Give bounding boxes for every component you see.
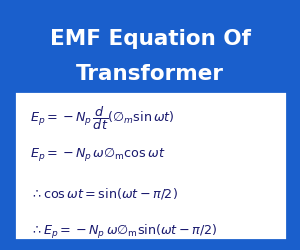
Text: EMF Equation Of: EMF Equation Of [50, 29, 250, 49]
Text: Transformer: Transformer [76, 64, 224, 84]
Text: $\therefore E_p = -N_p \, \omega\varnothing_{\mathrm{m}} \sin(\omega t - \pi/2)$: $\therefore E_p = -N_p \, \omega\varnoth… [30, 222, 217, 240]
FancyBboxPatch shape [14, 91, 287, 240]
Text: $\therefore \cos \omega t = \sin(\omega t - \pi/2)$: $\therefore \cos \omega t = \sin(\omega … [30, 186, 178, 200]
Text: $E_p = -N_p \, \dfrac{d}{dt}(\varnothing_m \sin \omega t)$: $E_p = -N_p \, \dfrac{d}{dt}(\varnothing… [30, 104, 175, 132]
Text: $E_p = -N_p \, \omega\varnothing_{\mathrm{m}} \cos \omega t$: $E_p = -N_p \, \omega\varnothing_{\mathr… [30, 146, 166, 164]
